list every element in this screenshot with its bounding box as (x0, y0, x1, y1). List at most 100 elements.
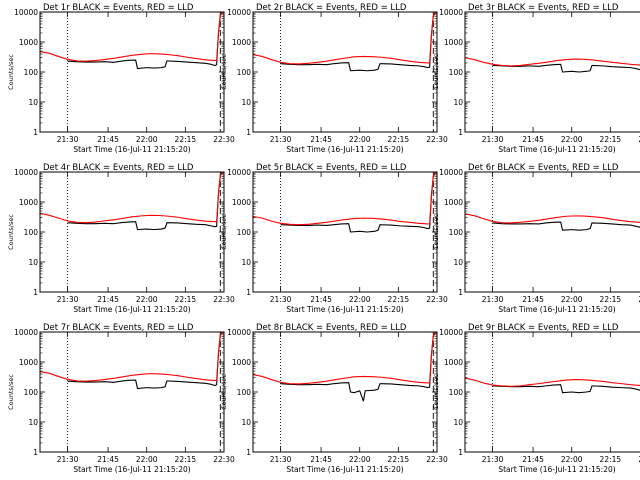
y-tick-label: 1 (246, 288, 251, 297)
x-tick-label: 22:15 (388, 135, 410, 144)
y-tick-label: 1 (458, 448, 463, 457)
x-tick-label: 22:15 (600, 455, 622, 464)
y-tick-label: 1 (246, 128, 251, 137)
series-events-line (280, 12, 436, 72)
x-tick-label: 21:45 (97, 295, 119, 304)
y-tick-label: 100 (449, 228, 464, 237)
series-lld-line (465, 213, 640, 224)
x-tick-label: 22:00 (349, 135, 371, 144)
x-tick-label: 21:45 (97, 455, 119, 464)
y-axis-label: Counts/sec (432, 214, 440, 250)
y-axis-label: Counts/sec (7, 374, 15, 410)
chart-panel: Det 7r BLACK = Events, RED = LLD 1 10 100 10… (7, 323, 235, 474)
x-tick-label: 21:30 (270, 455, 292, 464)
y-axis-label: Counts/sec (7, 54, 15, 90)
x-tick-label: 21:30 (57, 295, 79, 304)
y-tick-label: 100 (24, 388, 39, 397)
chart-title: Det 4r BLACK = Events, RED = LLD (43, 163, 194, 173)
x-tick-label: 22:30 (426, 455, 448, 464)
x-axis-label: Start Time (16-Jul-11 21:15:20) (498, 465, 615, 474)
series-events-line (492, 221, 640, 231)
x-tick-label: 22:00 (136, 295, 158, 304)
y-tick-label: 1000 (232, 358, 251, 367)
y-tick-label: 10 (241, 418, 251, 427)
chart-panel: Det 2r BLACK = Events, RED = LLD 1 10 100 10… (220, 3, 448, 154)
x-tick-label: 22:15 (600, 295, 622, 304)
y-tick-label: 1000 (232, 198, 251, 207)
x-tick-label: 21:30 (270, 135, 292, 144)
y-tick-label: 100 (237, 228, 252, 237)
x-axis-label: Start Time (16-Jul-11 21:15:20) (286, 145, 403, 154)
series-lld-line (465, 57, 640, 67)
y-tick-label: 1 (458, 288, 463, 297)
y-tick-label: 1 (33, 128, 38, 137)
series-events-line (67, 172, 223, 231)
y-tick-label: 10 (28, 258, 38, 267)
y-tick-label: 100 (24, 228, 39, 237)
x-tick-label: 22:30 (638, 295, 640, 304)
x-axis-label: Start Time (16-Jul-11 21:15:20) (286, 305, 403, 314)
y-axis-label: Counts/sec (220, 214, 228, 250)
x-tick-label: 21:45 (522, 295, 544, 304)
y-tick-label: 100 (449, 68, 464, 77)
x-tick-label: 22:15 (600, 135, 622, 144)
axes-frame (464, 331, 640, 453)
x-tick-label: 21:30 (482, 135, 504, 144)
y-tick-label: 100 (24, 68, 39, 77)
y-tick-label: 10000 (439, 328, 463, 337)
chart-title: Det 7r BLACK = Events, RED = LLD (43, 323, 194, 333)
x-tick-label: 22:15 (175, 455, 197, 464)
chart-title: Det 6r BLACK = Events, RED = LLD (468, 163, 619, 173)
y-tick-label: 10000 (439, 168, 463, 177)
y-tick-label: 1000 (19, 38, 38, 47)
plot-area (465, 332, 640, 452)
x-tick-label: 22:15 (388, 295, 410, 304)
plot-area (253, 332, 437, 452)
series-lld-line (40, 12, 224, 62)
y-tick-label: 1 (246, 448, 251, 457)
x-tick-label: 22:00 (136, 455, 158, 464)
x-tick-label: 21:45 (522, 455, 544, 464)
y-tick-label: 10000 (227, 168, 251, 177)
y-tick-label: 1 (458, 128, 463, 137)
series-lld-line (253, 12, 437, 65)
chart-title: Det 1r BLACK = Events, RED = LLD (43, 3, 194, 13)
chart-panel: Det 3r BLACK = Events, RED = LLD 1 10 100 10… (432, 3, 640, 154)
y-tick-label: 10000 (14, 328, 38, 337)
series-lld-line (253, 332, 437, 385)
y-tick-label: 10 (28, 418, 38, 427)
y-tick-label: 100 (237, 388, 252, 397)
chart-panel: Det 4r BLACK = Events, RED = LLD 1 10 100 10… (7, 163, 235, 314)
series-events-line (280, 332, 436, 402)
plot-area (40, 332, 224, 452)
x-tick-label: 22:00 (561, 455, 583, 464)
plot-area (40, 12, 224, 132)
chart-panel: Det 9r BLACK = Events, RED = LLD 1 10 100 10… (432, 323, 640, 474)
x-axis-label: Start Time (16-Jul-11 21:15:20) (73, 145, 190, 154)
chart-panel: Det 5r BLACK = Events, RED = LLD 1 10 100 10… (220, 163, 448, 314)
x-tick-label: 21:30 (270, 295, 292, 304)
y-tick-label: 10000 (14, 8, 38, 17)
x-tick-label: 22:30 (638, 135, 640, 144)
x-tick-label: 21:45 (522, 135, 544, 144)
y-axis-label: Counts/sec (220, 54, 228, 90)
series-lld-line (253, 172, 437, 226)
y-axis-label: Counts/sec (7, 214, 15, 250)
x-tick-label: 22:00 (561, 135, 583, 144)
x-tick-label: 22:00 (349, 455, 371, 464)
x-axis-label: Start Time (16-Jul-11 21:15:20) (286, 465, 403, 474)
series-events-line (67, 12, 223, 70)
y-tick-label: 10 (453, 98, 463, 107)
chart-title: Det 3r BLACK = Events, RED = LLD (468, 3, 619, 13)
x-axis-label: Start Time (16-Jul-11 21:15:20) (73, 465, 190, 474)
y-tick-label: 100 (237, 68, 252, 77)
x-axis-label: Start Time (16-Jul-11 21:15:20) (498, 145, 615, 154)
x-tick-label: 22:15 (175, 295, 197, 304)
chart-panel: Det 8r BLACK = Events, RED = LLD 1 10 100 10… (220, 323, 448, 474)
x-tick-label: 21:30 (57, 135, 79, 144)
y-tick-label: 10 (453, 418, 463, 427)
x-tick-label: 21:45 (310, 455, 332, 464)
x-tick-label: 22:30 (426, 295, 448, 304)
x-tick-label: 22:30 (213, 135, 235, 144)
